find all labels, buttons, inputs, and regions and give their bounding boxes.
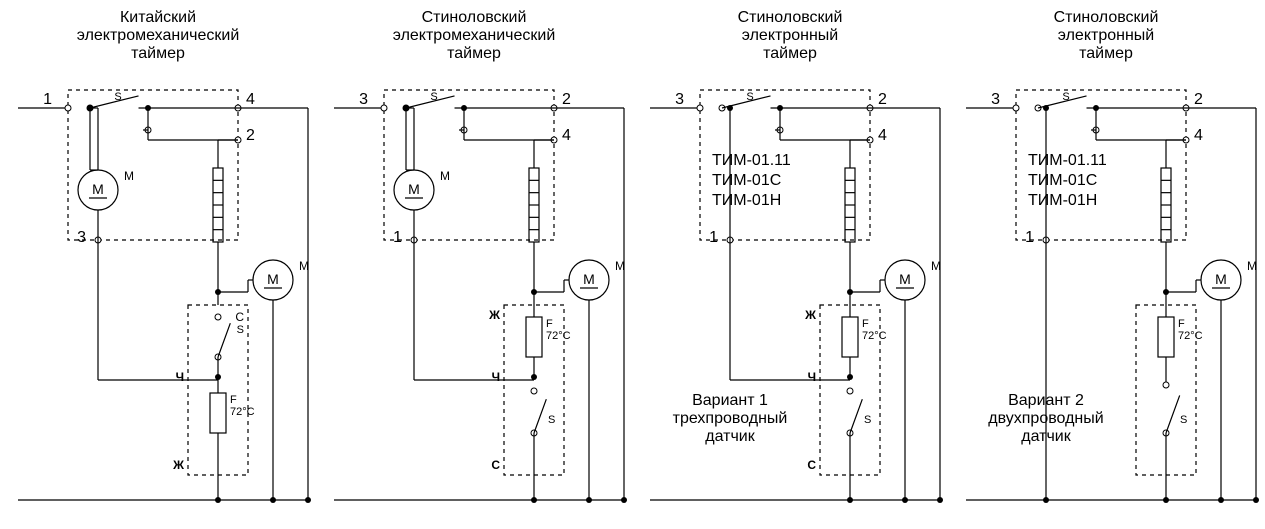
svg-text:М: М: [299, 259, 309, 273]
svg-text:1: 1: [1025, 229, 1034, 246]
svg-text:M: M: [899, 271, 911, 287]
svg-text:Стиноловский: Стиноловский: [738, 9, 843, 26]
svg-text:2: 2: [1194, 91, 1203, 108]
svg-text:М: М: [615, 259, 625, 273]
svg-text:4: 4: [562, 127, 571, 144]
svg-text:М: М: [124, 169, 134, 183]
svg-text:3: 3: [991, 91, 1000, 108]
svg-text:Ч: Ч: [176, 370, 184, 384]
svg-text:M: M: [92, 181, 104, 197]
svg-text:электронный: электронный: [1058, 27, 1154, 44]
svg-text:Вариант 2: Вариант 2: [1008, 392, 1084, 409]
diagram-2: Стиноловскийэлектромеханическийтаймер 3 S 2…: [334, 9, 627, 503]
svg-text:F: F: [546, 318, 553, 330]
svg-text:M: M: [1215, 271, 1227, 287]
svg-text:M: M: [267, 271, 279, 287]
svg-text:С: С: [807, 458, 816, 472]
svg-text:Ч: Ч: [492, 370, 500, 384]
svg-text:4: 4: [878, 127, 887, 144]
svg-text:датчик: датчик: [705, 428, 755, 445]
svg-text:М: М: [931, 259, 941, 273]
svg-text:1: 1: [709, 229, 718, 246]
svg-text:3: 3: [675, 91, 684, 108]
svg-text:S: S: [746, 91, 753, 103]
svg-text:Стиноловский: Стиноловский: [422, 9, 527, 26]
svg-text:M: M: [408, 181, 420, 197]
svg-text:С: С: [235, 310, 244, 324]
svg-text:72°С: 72°С: [230, 406, 255, 418]
svg-text:72°С: 72°С: [546, 330, 571, 342]
svg-text:электронный: электронный: [742, 27, 838, 44]
svg-text:3: 3: [77, 229, 86, 246]
svg-text:электромеханический: электромеханический: [393, 27, 556, 44]
svg-text:1: 1: [393, 229, 402, 246]
svg-text:Ж: Ж: [804, 308, 816, 322]
svg-text:4: 4: [246, 91, 255, 108]
svg-text:2: 2: [878, 91, 887, 108]
svg-text:F: F: [230, 394, 237, 406]
svg-text:ТИМ-01С: ТИМ-01С: [712, 172, 781, 189]
svg-text:72°С: 72°С: [862, 330, 887, 342]
svg-text:М: М: [1247, 259, 1257, 273]
svg-text:Стиноловский: Стиноловский: [1054, 9, 1159, 26]
svg-text:S: S: [114, 91, 121, 103]
diagram-1: Китайскийэлектромеханическийтаймер 1 S 4 2 3 M…: [18, 9, 311, 503]
svg-text:M: M: [583, 271, 595, 287]
svg-text:электромеханический: электромеханический: [77, 27, 240, 44]
svg-text:S: S: [1180, 414, 1187, 426]
svg-text:Китайский: Китайский: [120, 9, 196, 26]
svg-text:М: М: [440, 169, 450, 183]
svg-text:таймер: таймер: [1079, 45, 1133, 62]
svg-text:ТИМ-01.11: ТИМ-01.11: [712, 152, 791, 169]
svg-text:ТИМ-01Н: ТИМ-01Н: [712, 192, 781, 209]
svg-text:F: F: [1178, 318, 1185, 330]
svg-text:датчик: датчик: [1021, 428, 1071, 445]
svg-text:таймер: таймер: [131, 45, 185, 62]
svg-text:ТИМ-01С: ТИМ-01С: [1028, 172, 1097, 189]
svg-text:Ж: Ж: [172, 458, 184, 472]
svg-text:2: 2: [562, 91, 571, 108]
svg-text:3: 3: [359, 91, 368, 108]
svg-text:таймер: таймер: [763, 45, 817, 62]
diagram-4: Стиноловскийэлектронныйтаймер 3 S 2 4 1 ТИМ-01…: [966, 9, 1259, 503]
svg-text:трехпроводный: трехпроводный: [673, 410, 788, 427]
svg-text:S: S: [548, 414, 555, 426]
svg-text:4: 4: [1194, 127, 1203, 144]
svg-text:S: S: [430, 91, 437, 103]
svg-text:72°С: 72°С: [1178, 330, 1203, 342]
svg-text:С: С: [491, 458, 500, 472]
svg-text:Вариант 1: Вариант 1: [692, 392, 768, 409]
svg-text:ТИМ-01.11: ТИМ-01.11: [1028, 152, 1107, 169]
svg-text:Ч: Ч: [808, 370, 816, 384]
svg-text:ТИМ-01Н: ТИМ-01Н: [1028, 192, 1097, 209]
svg-text:S: S: [237, 324, 244, 336]
svg-text:S: S: [1062, 91, 1069, 103]
svg-text:2: 2: [246, 127, 255, 144]
svg-text:F: F: [862, 318, 869, 330]
svg-text:двухпроводный: двухпроводный: [988, 410, 1103, 427]
svg-text:1: 1: [43, 91, 52, 108]
diagram-3: Стиноловскийэлектронныйтаймер 3 S 2 4 1 ТИМ-01…: [650, 9, 943, 503]
svg-text:Ж: Ж: [488, 308, 500, 322]
svg-text:S: S: [864, 414, 871, 426]
svg-text:таймер: таймер: [447, 45, 501, 62]
